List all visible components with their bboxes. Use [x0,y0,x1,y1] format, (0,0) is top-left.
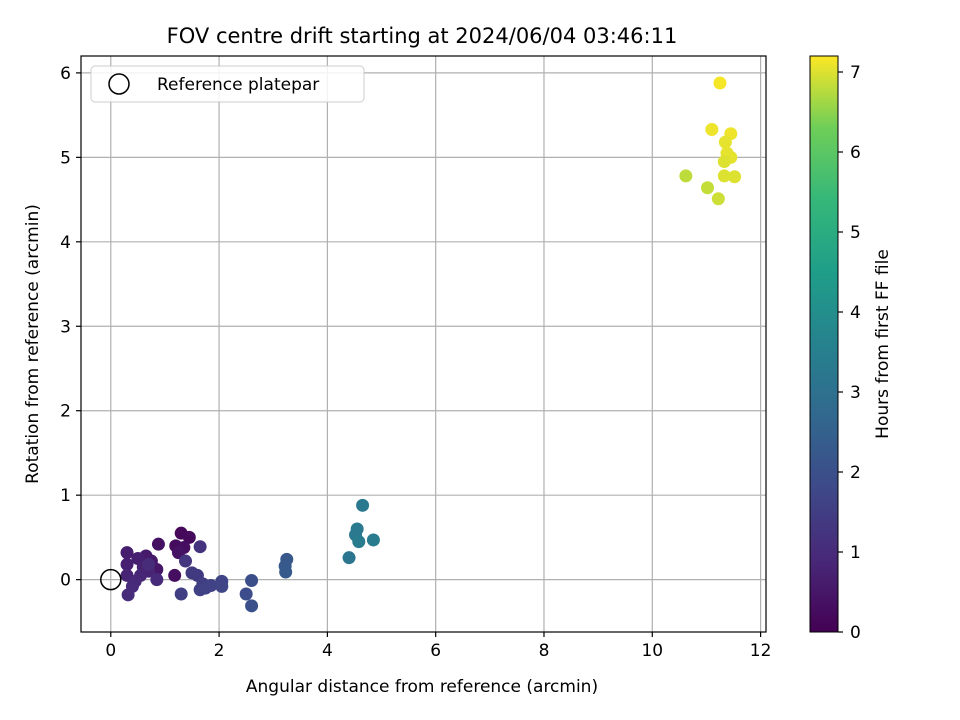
scatter-point [701,181,715,195]
scatter-point [713,76,727,90]
scatter-point [352,535,366,549]
scatter-point [142,557,156,571]
scatter-point [120,546,134,560]
scatter-point [121,588,135,602]
scatter-point [356,498,370,512]
y-tick-label: 4 [60,233,71,253]
x-tick-label: 2 [214,641,225,661]
scatter-point [366,533,380,547]
scatter-points [120,76,742,613]
colorbar-tick-label: 5 [850,223,861,243]
x-tick-label: 6 [430,641,441,661]
colorbar-tick-label: 2 [850,463,861,483]
chart-title: FOV centre drift starting at 2024/06/04 … [167,24,678,48]
scatter-point [204,579,218,593]
x-axis-label: Angular distance from reference (arcmin) [246,677,598,697]
scatter-point [151,537,165,551]
y-tick-label: 1 [60,486,71,506]
colorbar-tick-label: 3 [850,383,861,403]
y-tick-label: 2 [60,402,71,422]
colorbar-tick-label: 4 [850,303,861,323]
scatter-point [120,557,134,571]
scatter-point [239,587,253,601]
scatter-point [245,599,259,613]
scatter-point [215,579,229,593]
scatter-point [679,169,693,183]
scatter-point [150,573,164,587]
scatter-point [711,192,725,206]
colorbar: 0 1 2 3 4 5 6 7 Hours from first FF file [809,55,893,643]
scatter-point [168,568,182,582]
y-tick-label: 5 [60,148,71,168]
y-axis-ticks: 0 1 2 3 4 5 6 [60,64,81,591]
x-tick-label: 12 [750,641,772,661]
x-tick-label: 4 [322,641,333,661]
scatter-point [728,170,742,184]
scatter-point [279,565,293,579]
scatter-point [342,551,356,565]
scatter-point [179,554,193,568]
y-tick-label: 6 [60,64,71,84]
scatter-point [705,122,719,136]
legend-entry-reference: Reference platepar [157,75,319,95]
colorbar-tick-label: 0 [850,623,861,643]
y-tick-label: 3 [60,317,71,337]
x-axis-ticks: 0 2 4 6 8 10 12 [105,632,771,661]
legend: Reference platepar [90,65,365,103]
legend-box [90,65,365,103]
x-tick-label: 0 [105,641,116,661]
scatter-point [717,155,731,169]
scatter-point [718,135,732,149]
reference-marker [100,568,122,591]
colorbar-tick-label: 6 [850,143,861,163]
colorbar-gradient [809,55,839,633]
scatter-point [717,169,731,183]
colorbar-label: Hours from first FF file [873,249,893,439]
legend-reference-marker [108,73,130,95]
scatter-point [193,540,207,554]
scatter-point [174,587,188,601]
scatter-point [245,573,259,587]
x-tick-label: 10 [641,641,663,661]
y-tick-label: 0 [60,571,71,591]
reference-marker-layer [100,568,122,591]
scatter-point [182,530,196,544]
grid-lines [81,56,766,632]
colorbar-ticks: 0 1 2 3 4 5 6 7 [838,63,861,643]
x-tick-label: 8 [539,641,550,661]
colorbar-tick-label: 1 [850,543,861,563]
colorbar-tick-label: 7 [850,63,861,83]
y-axis-label: Rotation from reference (arcmin) [23,204,43,484]
plot-frame [80,55,767,633]
